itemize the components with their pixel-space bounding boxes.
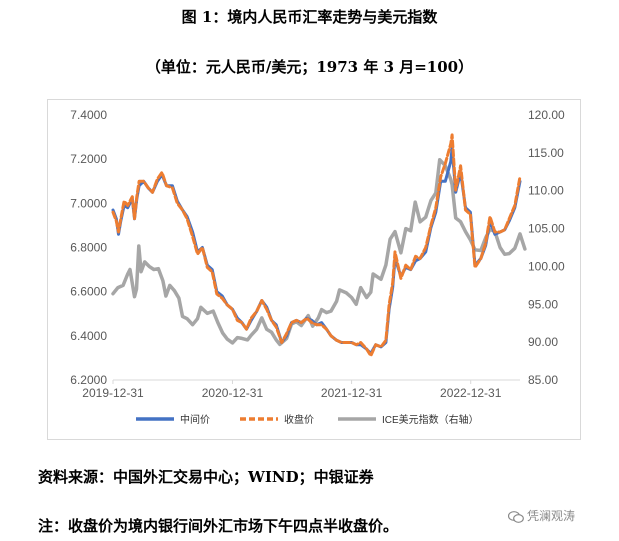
chart-area: 7.4000 7.2000 7.0000 6.8000 6.6000 6.4000 6.20…	[47, 99, 581, 440]
series-line-1	[111, 133, 522, 358]
y-right-tick-label: 90.00	[528, 335, 558, 349]
source-note: 资料来源：中国外汇交易中心；WIND；中银证券	[38, 468, 374, 486]
watermark: 凭澜观涛	[508, 507, 616, 529]
y-right-tick-label: 115.00	[528, 146, 564, 160]
y-left-tick-label: 6.8000	[70, 241, 107, 255]
figure-subtitle: （单位：元人民币/美元；1973 年 3 月=100）	[145, 58, 474, 76]
y-right-tick-label: 120.00	[528, 108, 565, 122]
y-left-tick-label: 7.4000	[70, 108, 107, 122]
footnote: 注：收盘价为境内银行间外汇市场下午四点半收盘价。	[38, 517, 399, 535]
x-tick-label: 2020-12-31	[202, 386, 264, 400]
y-left-tick-label: 6.2000	[70, 373, 107, 387]
y-right-tick-label: 105.00	[528, 222, 565, 236]
x-tick-label: 2022-12-31	[440, 386, 502, 400]
figure-title: 图 1：境内人民币汇率走势与美元指数	[181, 8, 438, 26]
y-left-tick-label: 6.4000	[70, 329, 107, 343]
y-left-tick-label: 6.6000	[70, 285, 107, 299]
legend-label-0: 中间价	[180, 413, 210, 426]
watermark-text: 凭澜观涛	[527, 509, 576, 523]
y-left-tick-label: 7.2000	[70, 152, 107, 166]
x-tick-label: 2021-12-31	[321, 386, 383, 400]
y-right-tick-label: 95.00	[528, 297, 558, 311]
y-right-tick-label: 85.00	[528, 373, 558, 387]
legend-label-1: 收盘价	[284, 413, 314, 426]
series-line-2	[111, 157, 527, 347]
exchange-rate-chart: 7.4000 7.2000 7.0000 6.8000 6.6000 6.4000 6.20…	[70, 108, 565, 426]
wechat-icon	[508, 510, 524, 523]
y-right-tick-label: 100.00	[528, 259, 565, 273]
y-left-tick-label: 7.0000	[70, 196, 107, 210]
legend-label-2: ICE美元指数（右轴）	[382, 413, 479, 426]
x-tick-label: 2019-12-31	[82, 386, 144, 400]
y-right-tick-label: 110.00	[528, 184, 564, 198]
